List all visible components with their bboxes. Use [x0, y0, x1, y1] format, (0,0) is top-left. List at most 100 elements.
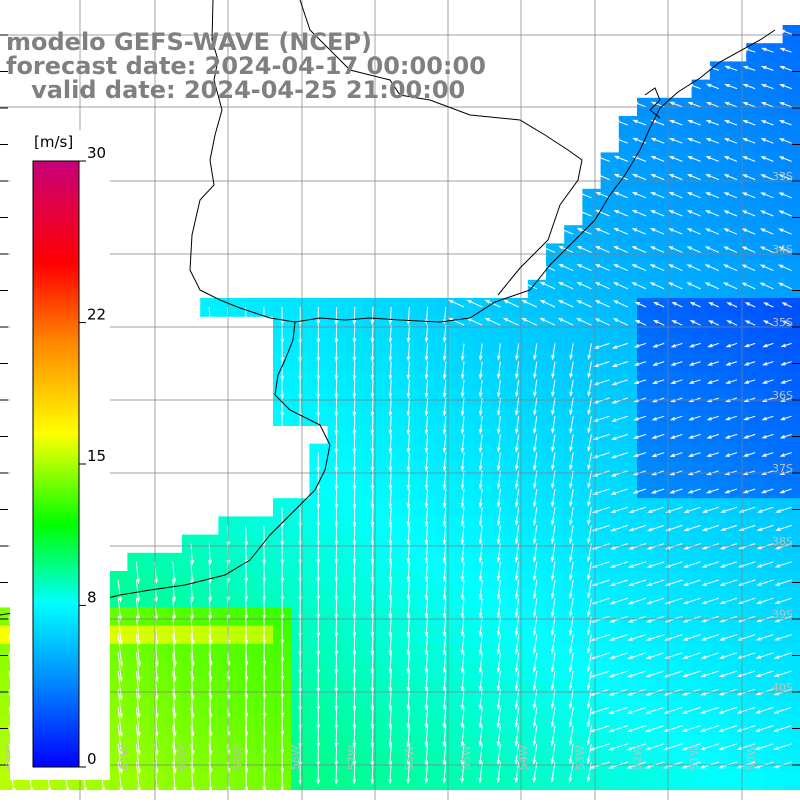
wind-cell	[673, 462, 692, 481]
wind-cell	[764, 498, 783, 517]
wind-cell	[692, 425, 711, 444]
wind-arrow	[354, 525, 355, 544]
lon-label: 54W	[517, 745, 530, 770]
wind-cell	[601, 189, 620, 208]
wind-cell	[710, 389, 729, 408]
wind-arrow	[336, 653, 337, 673]
lat-label: 39S	[772, 608, 793, 621]
wind-cell	[728, 80, 747, 99]
wind-cell	[655, 444, 674, 463]
wind-cell	[619, 152, 638, 171]
wind-cell	[673, 371, 692, 390]
wind-cell	[655, 243, 674, 262]
wind-cell	[655, 589, 674, 608]
wind-cell	[655, 298, 674, 317]
wind-cell	[655, 680, 674, 699]
wind-cell	[619, 698, 638, 717]
wind-cell	[601, 516, 620, 535]
wind-cell	[619, 371, 638, 390]
title-line-2: forecast date: 2024-04-17 00:00:00	[6, 54, 486, 78]
wind-cell	[710, 735, 729, 754]
wind-cell	[619, 425, 638, 444]
wind-cell	[673, 662, 692, 681]
wind-cell	[36, 771, 55, 790]
wind-cell	[619, 535, 638, 554]
wind-cell	[673, 589, 692, 608]
wind-cell	[601, 553, 620, 572]
wind-cell	[764, 134, 783, 153]
wind-cell	[73, 771, 92, 790]
wind-cell	[601, 571, 620, 590]
wind-cell	[710, 353, 729, 372]
wind-cell	[455, 771, 474, 790]
wind-cell	[728, 480, 747, 499]
wind-cell	[710, 644, 729, 663]
wind-arrow	[336, 598, 337, 618]
wind-cell	[601, 152, 620, 171]
wind-cell	[619, 626, 638, 645]
wind-cell	[710, 626, 729, 645]
wind-cell	[582, 771, 601, 790]
lat-label: 34S	[772, 243, 793, 256]
wind-cell	[728, 553, 747, 572]
wind-cell	[746, 644, 765, 663]
lat-label: 36S	[772, 389, 793, 402]
wind-arrow	[354, 598, 355, 618]
wind-cell	[546, 771, 565, 790]
wind-cell	[746, 516, 765, 535]
wind-cell	[582, 225, 601, 244]
wind-cell	[601, 444, 620, 463]
wind-arrow	[354, 416, 355, 434]
wind-arrow	[354, 671, 355, 691]
wind-cell	[637, 717, 656, 736]
wind-cell	[710, 262, 729, 281]
wind-cell	[637, 152, 656, 171]
wind-cell	[637, 462, 656, 481]
wind-cell	[637, 498, 656, 517]
wind-cell	[91, 771, 110, 790]
wind-cell	[692, 243, 711, 262]
wind-arrow	[336, 707, 337, 728]
wind-cell	[728, 225, 747, 244]
wind-cell	[764, 407, 783, 426]
wind-cell	[692, 571, 711, 590]
wind-arrow	[354, 726, 355, 747]
wind-cell	[764, 262, 783, 281]
wind-cell	[655, 753, 674, 772]
wind-cell	[728, 280, 747, 299]
wind-cell	[655, 152, 674, 171]
wind-cell	[728, 207, 747, 226]
wind-cell	[673, 498, 692, 517]
wind-cell	[601, 462, 620, 481]
lon-label: 52W	[631, 745, 644, 770]
wind-cell	[655, 371, 674, 390]
wind-cell	[601, 680, 620, 699]
wind-arrow	[246, 598, 247, 619]
wind-cell	[710, 243, 729, 262]
wind-cell	[746, 535, 765, 554]
wind-cell	[728, 680, 747, 699]
wind-cell	[655, 571, 674, 590]
wind-cell	[728, 753, 747, 772]
wind-cell	[746, 389, 765, 408]
wind-cell	[692, 698, 711, 717]
lat-label: 40S	[772, 681, 793, 694]
wind-cell	[692, 480, 711, 499]
wind-cell	[637, 298, 656, 317]
wind-cell	[673, 298, 692, 317]
wind-cell	[637, 444, 656, 463]
wind-cell	[637, 698, 656, 717]
lat-label: 38S	[772, 535, 793, 548]
wind-cell	[619, 116, 638, 135]
wind-cell	[619, 498, 638, 517]
wind-cell	[746, 280, 765, 299]
wind-cell	[746, 116, 765, 135]
wind-arrow	[336, 744, 337, 765]
wind-cell	[619, 571, 638, 590]
wind-cell	[619, 680, 638, 699]
wind-cell	[637, 425, 656, 444]
wind-cell	[710, 225, 729, 244]
wind-cell	[710, 516, 729, 535]
wind-cell	[601, 535, 620, 554]
wind-cell	[728, 626, 747, 645]
